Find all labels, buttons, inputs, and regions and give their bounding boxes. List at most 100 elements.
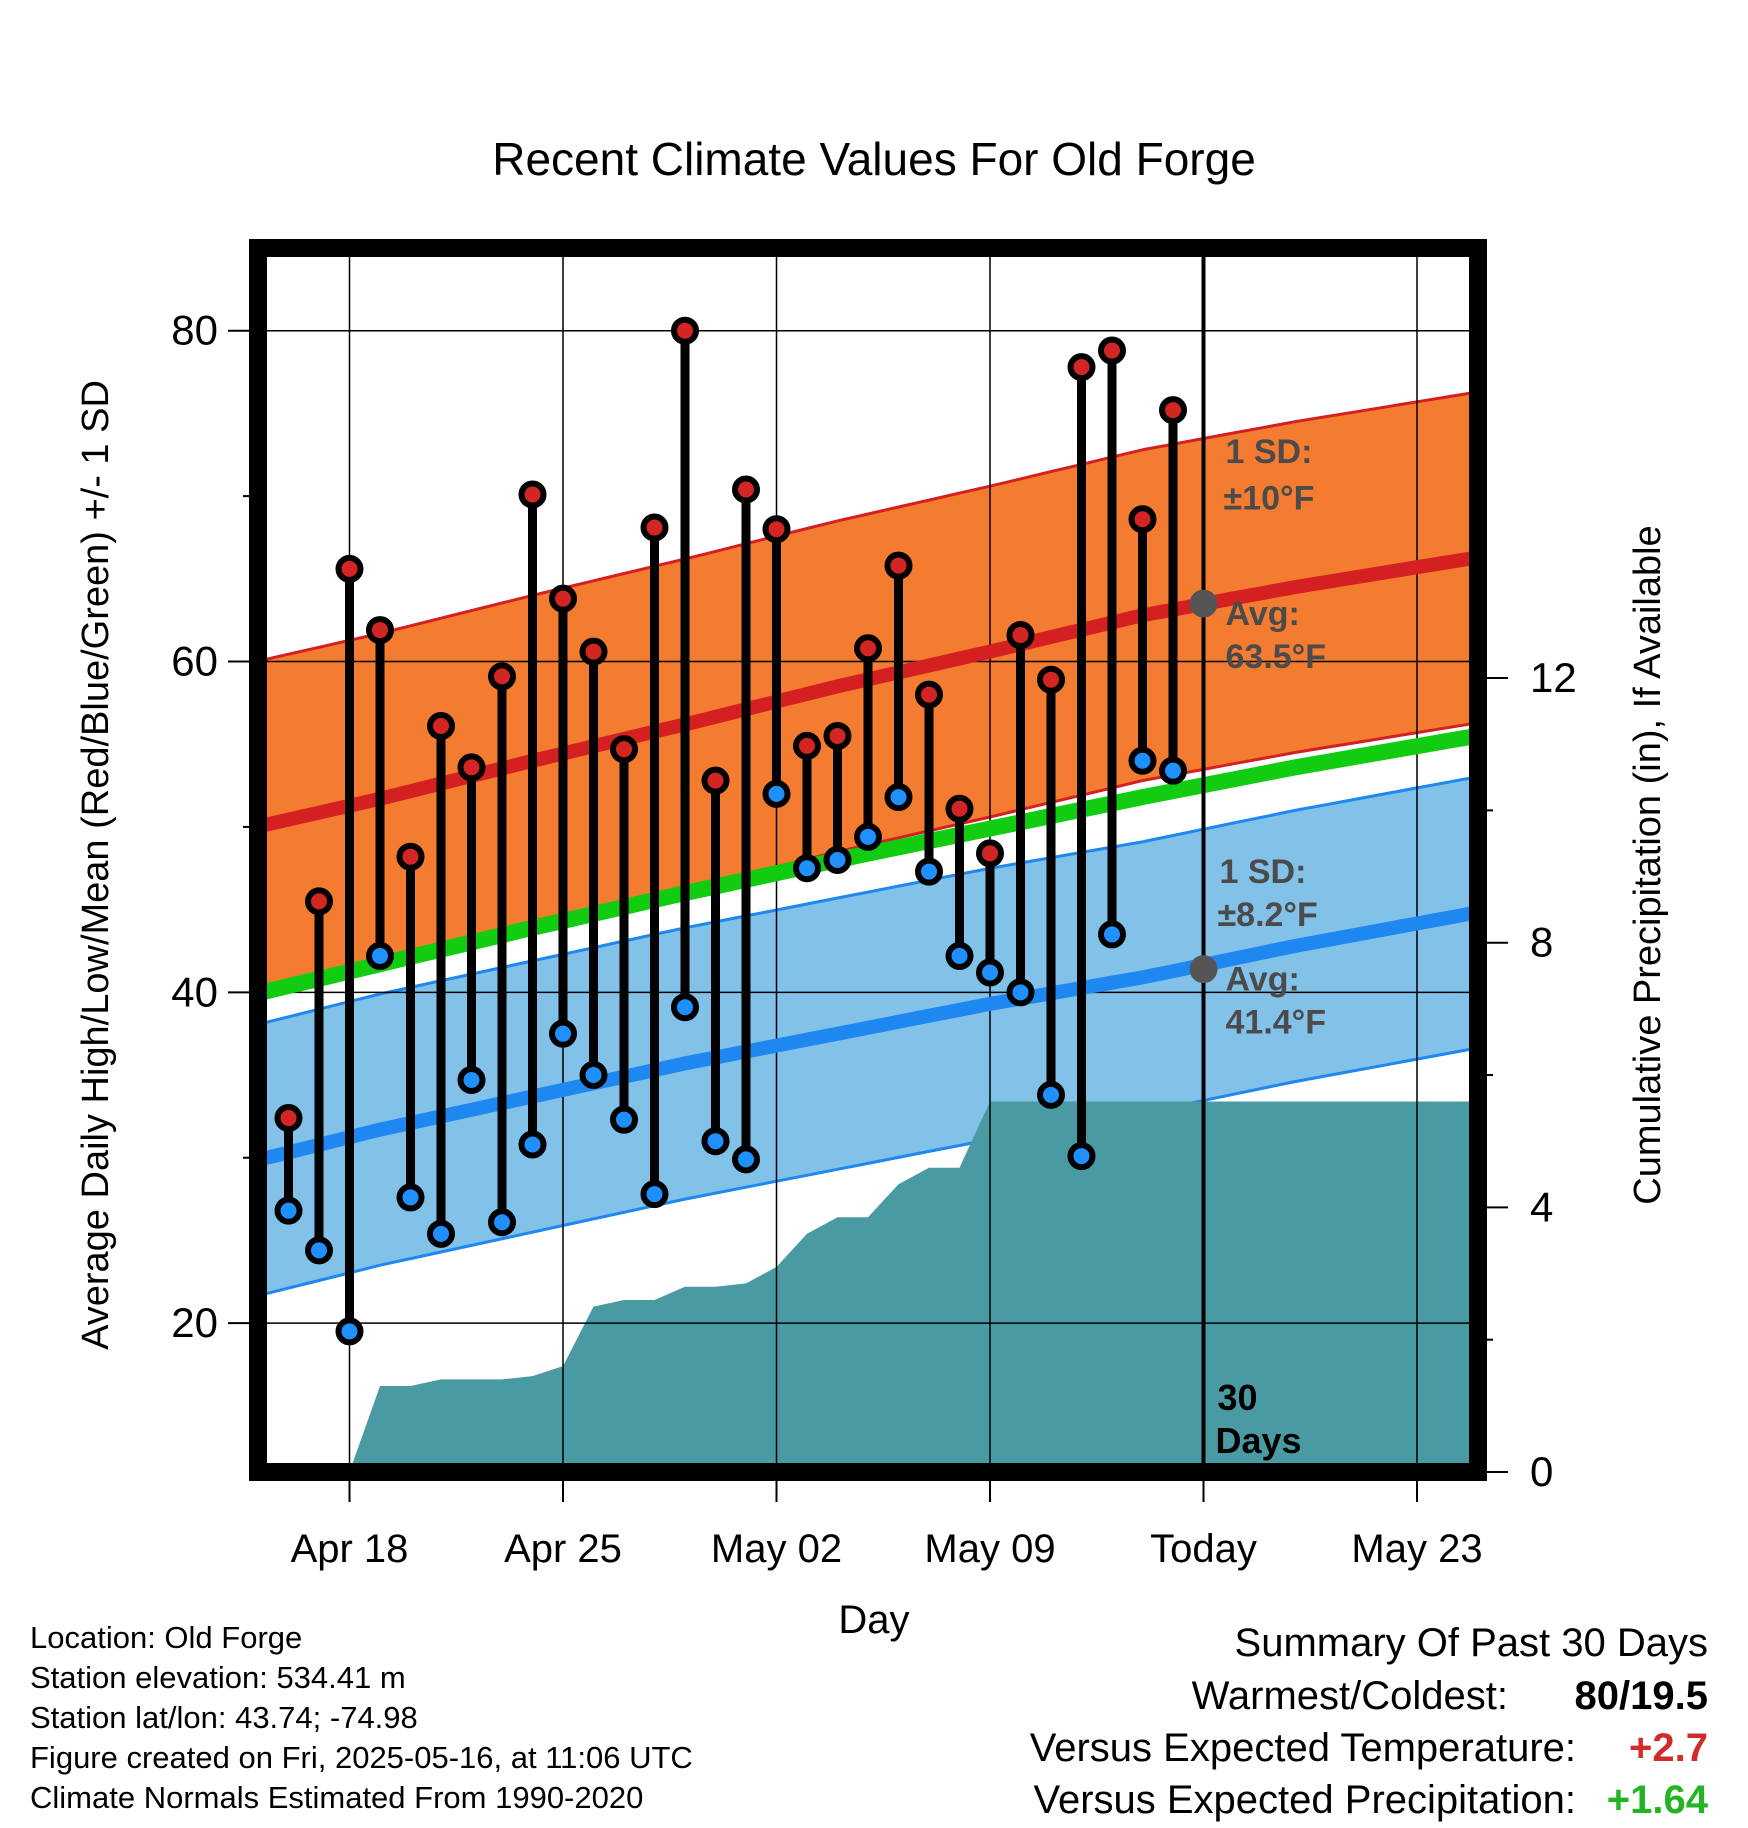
summary-title: Summary Of Past 30 Days (1234, 1621, 1708, 1665)
daily-low-point (427, 1219, 455, 1248)
temp-deviation-value: +2.7 (1629, 1726, 1708, 1770)
daily-low-point (457, 1065, 486, 1094)
x-tick-label: Today (1150, 1527, 1257, 1571)
y2-tick-label: 8 (1530, 919, 1553, 966)
daily-low-point (1067, 1142, 1096, 1171)
daily-high-point (823, 721, 852, 750)
x-tick-label: Apr 25 (504, 1527, 622, 1571)
daily-low-point (274, 1196, 303, 1225)
x-tick-label: May 09 (924, 1527, 1055, 1571)
plot-content: 1 SD: ±10°F Avg: 63.5°F 1 SD: ±8.2°F Avg: 41.4°… (258, 248, 1478, 1472)
daily-high-point (640, 513, 669, 542)
daily-high-point (274, 1104, 303, 1133)
y-axis-label: Average Daily High/Low/Mean (Red/Blue/Gr… (75, 380, 117, 1350)
daily-high-point (1128, 505, 1157, 534)
daily-low-point (1159, 756, 1187, 785)
daily-high-point (396, 842, 425, 871)
daily-high-point (762, 515, 791, 544)
daily-high-point (945, 794, 974, 823)
x-axis-label: Day (838, 1598, 909, 1642)
daily-low-point (762, 779, 791, 808)
daily-low-point (610, 1105, 638, 1134)
daily-high-point (884, 551, 913, 580)
daily-low-point (976, 958, 1004, 987)
daily-high-point (549, 584, 577, 613)
summary-panel: Summary Of Past 30 Days Warmest/Coldest:… (808, 1616, 1708, 1826)
y2-tick-label: 4 (1530, 1183, 1553, 1230)
daily-high-point (488, 662, 516, 691)
normals-text: Climate Normals Estimated From 1990-2020 (30, 1780, 644, 1815)
precipitation-area (349, 1101, 1478, 1472)
station-info: Location: Old Forge Station elevation: 5… (30, 1618, 693, 1818)
high-avg-label: Avg: (1226, 595, 1300, 633)
daily-high-point (1098, 336, 1126, 365)
daily-low-point (488, 1208, 516, 1237)
warm-cold-label: Warmest/Coldest: (1191, 1674, 1508, 1718)
low-sd-label: 1 SD: (1220, 853, 1307, 891)
high-sd-upper-line (258, 390, 1478, 663)
y2-axis-label: Cumulative Precipitation (in), If Availa… (1627, 525, 1669, 1204)
chart-title: Recent Climate Values For Old Forge (492, 133, 1256, 185)
normal-mean-line (258, 727, 1478, 1002)
y-tick-label: 40 (171, 968, 218, 1015)
y-tick-label: 60 (171, 638, 218, 685)
precip-deviation-value: +1.64 (1606, 1778, 1708, 1822)
daily-low-point (854, 822, 882, 851)
created-text: Figure created on Fri, 2025-05-16, at 11… (30, 1740, 693, 1775)
daily-low-point (701, 1127, 730, 1156)
latlon-text: Station lat/lon: 43.74; -74.98 (30, 1700, 418, 1735)
plot-area: 1 SD: ±10°F Avg: 63.5°F 1 SD: ±8.2°F Avg: 41.4°… (171, 239, 1577, 1571)
x-tick-label: May 23 (1351, 1527, 1482, 1571)
summary-temp-row: Versus Expected Temperature: +2.7 (808, 1722, 1708, 1774)
daily-high-point (579, 637, 608, 666)
daily-high-point (732, 475, 760, 504)
daily-low-point (1128, 746, 1157, 775)
daily-low-point (671, 993, 699, 1022)
y-tick-label: 20 (171, 1299, 218, 1346)
daily-high-point (793, 731, 821, 760)
elevation-text: Station elevation: 534.41 m (30, 1660, 406, 1695)
low-sd-lower-line (258, 1046, 1478, 1298)
daily-high-point (305, 887, 333, 916)
low-avg-value: 41.4°F (1226, 1004, 1327, 1042)
daily-high-point (1037, 665, 1065, 694)
low-avg-label: Avg: (1226, 961, 1300, 999)
y2-tick-label: 0 (1530, 1448, 1553, 1495)
daily-high-point (366, 616, 394, 645)
daily-high-point (518, 480, 547, 509)
y2-tick-label: 12 (1530, 654, 1577, 701)
summary-warm-cold-row: Warmest/Coldest: 80/19.5 (808, 1670, 1708, 1722)
temp-deviation-label: Versus Expected Temperature: (1029, 1726, 1576, 1770)
today-high-avg-point (1189, 589, 1218, 618)
x-tick-label: May 02 (711, 1527, 842, 1571)
y-tick-label: 80 (171, 307, 218, 354)
daily-low-point (335, 1317, 364, 1346)
daily-high-point (701, 766, 730, 795)
daily-high-point (671, 316, 699, 345)
precip-deviation-label: Versus Expected Precipitation: (1033, 1778, 1576, 1822)
normal-low-line (258, 905, 1478, 1167)
daily-low-point (549, 1019, 577, 1048)
daily-high-point (610, 735, 638, 764)
high-avg-value: 63.5°F (1226, 638, 1327, 676)
daily-high-point (854, 634, 882, 663)
daily-high-point (915, 680, 943, 709)
summary-precip-row: Versus Expected Precipitation: +1.64 (808, 1774, 1708, 1826)
daily-low-point (823, 846, 852, 874)
daily-low-point (945, 941, 974, 970)
daily-high-point (1006, 621, 1035, 650)
daily-high-point (1067, 353, 1096, 382)
low-sd-value: ±8.2°F (1218, 896, 1318, 934)
daily-low-point (884, 783, 913, 812)
daily-high-point (427, 712, 455, 741)
warm-cold-value: 80/19.5 (1574, 1674, 1708, 1718)
daily-low-point (518, 1130, 547, 1159)
daily-high-point (1159, 396, 1187, 425)
daily-low-point (579, 1061, 608, 1090)
today-window-label-line1: 30 (1218, 1377, 1258, 1418)
daily-low-point (1037, 1080, 1065, 1109)
low-sd-upper-line (258, 775, 1478, 1026)
daily-low-point (366, 941, 394, 970)
daily-low-point (732, 1145, 760, 1174)
